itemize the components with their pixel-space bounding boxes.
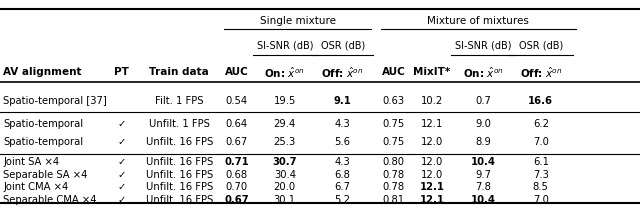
Text: SI-SNR (dB): SI-SNR (dB) [257,41,313,51]
Text: ✓: ✓ [117,195,126,205]
Text: 4.3: 4.3 [335,118,350,129]
Text: 30.7: 30.7 [273,157,297,167]
Text: 6.7: 6.7 [335,183,351,192]
Text: 9.7: 9.7 [475,170,492,180]
Text: 30.1: 30.1 [274,195,296,205]
Text: PT: PT [114,68,129,77]
Text: Mixture of mixtures: Mixture of mixtures [428,16,529,26]
Text: Spatio-temporal: Spatio-temporal [3,137,83,147]
Text: 7.0: 7.0 [533,137,548,147]
Text: OSR (dB): OSR (dB) [518,41,563,51]
Text: Off: $\hat{x}^{on}$: Off: $\hat{x}^{on}$ [321,65,364,80]
Text: 5.2: 5.2 [335,195,351,205]
Text: 0.81: 0.81 [383,195,404,205]
Text: On: $\hat{x}^{on}$: On: $\hat{x}^{on}$ [264,65,305,80]
Text: 0.7: 0.7 [476,96,491,106]
Text: Filt. 1 FPS: Filt. 1 FPS [155,96,204,106]
Text: 6.8: 6.8 [335,170,350,180]
Text: 0.70: 0.70 [226,183,248,192]
Text: 0.68: 0.68 [226,170,248,180]
Text: 0.54: 0.54 [226,96,248,106]
Text: ✓: ✓ [117,137,126,147]
Text: Train data: Train data [149,68,209,77]
Text: 8.5: 8.5 [533,183,548,192]
Text: 12.0: 12.0 [421,170,443,180]
Text: Spatio-temporal: Spatio-temporal [3,118,83,129]
Text: 19.5: 19.5 [274,96,296,106]
Text: ✓: ✓ [117,118,126,129]
Text: 20.0: 20.0 [274,183,296,192]
Text: Spatio-temporal [37]: Spatio-temporal [37] [3,96,107,106]
Text: AV alignment: AV alignment [3,68,82,77]
Text: 0.78: 0.78 [383,170,404,180]
Text: Separable CMA ×4: Separable CMA ×4 [3,195,97,205]
Text: 6.1: 6.1 [532,157,548,167]
Text: 6.2: 6.2 [532,118,548,129]
Text: ✓: ✓ [117,157,126,167]
Text: 10.4: 10.4 [470,157,496,167]
Text: 0.63: 0.63 [383,96,404,106]
Text: Unfilt. 16 FPS: Unfilt. 16 FPS [145,170,213,180]
Text: 29.4: 29.4 [274,118,296,129]
Text: AUC: AUC [225,68,249,77]
Text: SI-SNR (dB): SI-SNR (dB) [455,41,511,51]
Text: ✓: ✓ [117,170,126,180]
Text: 0.78: 0.78 [383,183,404,192]
Text: Off: $\hat{x}^{on}$: Off: $\hat{x}^{on}$ [520,65,562,80]
Text: 12.0: 12.0 [421,157,443,167]
Text: 0.80: 0.80 [383,157,404,167]
Text: 7.0: 7.0 [533,195,548,205]
Text: 10.2: 10.2 [421,96,443,106]
Text: 4.3: 4.3 [335,157,350,167]
Text: 9.1: 9.1 [333,96,351,106]
Text: On: $\hat{x}^{on}$: On: $\hat{x}^{on}$ [463,65,504,80]
Text: 5.6: 5.6 [335,137,351,147]
Text: Unfilt. 16 FPS: Unfilt. 16 FPS [145,137,213,147]
Text: OSR (dB): OSR (dB) [321,41,365,51]
Text: 7.8: 7.8 [476,183,491,192]
Text: 0.75: 0.75 [383,118,404,129]
Text: AUC: AUC [381,68,406,77]
Text: 0.67: 0.67 [226,137,248,147]
Text: Separable SA ×4: Separable SA ×4 [3,170,88,180]
Text: 0.67: 0.67 [225,195,249,205]
Text: 0.64: 0.64 [226,118,248,129]
Text: Joint CMA ×4: Joint CMA ×4 [3,183,68,192]
Text: 12.0: 12.0 [421,137,443,147]
Text: 0.71: 0.71 [225,157,249,167]
Text: 30.4: 30.4 [274,170,296,180]
Text: MixIT*: MixIT* [413,68,451,77]
Text: ✓: ✓ [117,183,126,192]
Text: 16.6: 16.6 [528,96,554,106]
Text: 25.3: 25.3 [274,137,296,147]
Text: 12.1: 12.1 [421,118,443,129]
Text: Single mixture: Single mixture [260,16,335,26]
Text: 9.0: 9.0 [476,118,491,129]
Text: 12.1: 12.1 [419,183,445,192]
Text: Unfilt. 16 FPS: Unfilt. 16 FPS [145,183,213,192]
Text: 7.3: 7.3 [533,170,548,180]
Text: Unfilt. 16 FPS: Unfilt. 16 FPS [145,195,213,205]
Text: 12.1: 12.1 [419,195,445,205]
Text: 8.9: 8.9 [476,137,491,147]
Text: 0.75: 0.75 [383,137,404,147]
Text: Joint SA ×4: Joint SA ×4 [3,157,60,167]
Text: Unfilt. 16 FPS: Unfilt. 16 FPS [145,157,213,167]
Text: 10.4: 10.4 [470,195,496,205]
Text: Unfilt. 1 FPS: Unfilt. 1 FPS [148,118,210,129]
